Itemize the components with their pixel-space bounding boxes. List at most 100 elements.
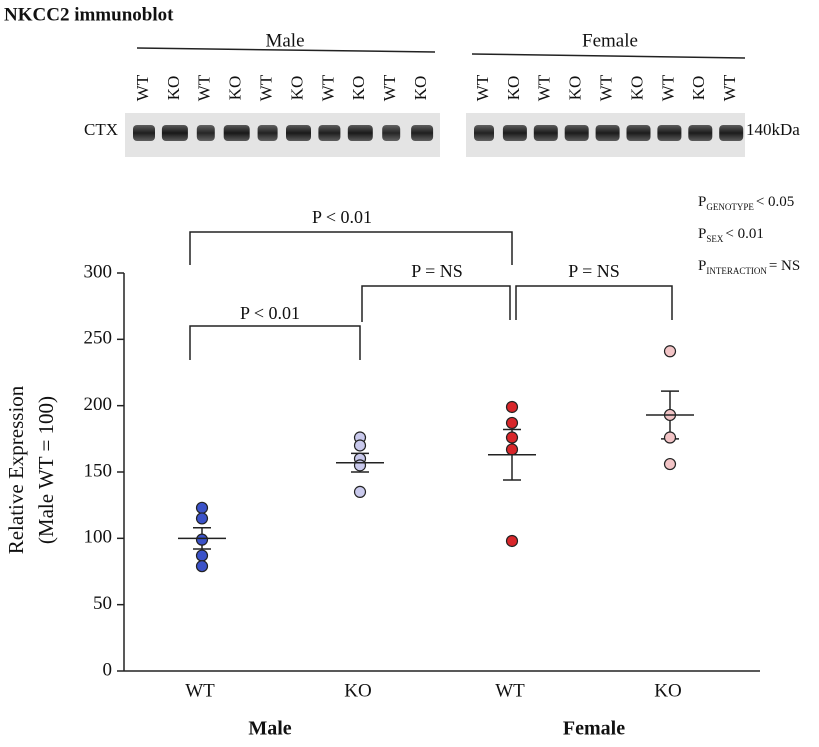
y-axis-label: (Male WT = 100) (34, 396, 58, 544)
lane-label: KO (164, 76, 183, 101)
y-tick-label: 100 (84, 527, 113, 548)
data-point (505, 534, 519, 548)
significance-bracket (189, 325, 361, 360)
blot-band (688, 125, 713, 141)
data-point (195, 512, 209, 525)
lane-label: WT (473, 74, 492, 101)
blot-strip (125, 113, 745, 157)
stat-sub: INTERACTION (706, 266, 767, 276)
group-label: Male (265, 30, 304, 51)
significance-bracket (361, 285, 511, 322)
data-point (353, 459, 367, 472)
blot-band (595, 125, 620, 141)
lane-label: WT (720, 74, 739, 101)
significance-label: P = NS (568, 261, 620, 281)
blot-band (564, 125, 589, 141)
blot-band (719, 125, 744, 141)
stat-p: P (698, 258, 706, 274)
blot-band (286, 125, 311, 141)
lane-label: KO (226, 76, 245, 101)
x-tick-label: KO (344, 680, 371, 701)
lane-label: WT (658, 74, 677, 101)
data-point (505, 443, 519, 456)
blot-band (474, 125, 494, 141)
lane-label: WT (133, 74, 152, 101)
lane-label: KO (566, 76, 585, 101)
stat-rest: = NS (769, 258, 800, 274)
blot-band (382, 125, 401, 141)
lane-label: WT (318, 74, 337, 101)
lane-label: KO (349, 76, 368, 101)
y-tick-label: 200 (84, 394, 113, 415)
blot-band (502, 125, 527, 141)
blot-band (411, 125, 434, 141)
y-tick-label: 300 (84, 261, 113, 282)
data-point (195, 533, 209, 546)
stat-sub: GENOTYPE (706, 202, 754, 212)
data-point (195, 501, 209, 514)
lane-label: WT (380, 74, 399, 101)
data-point (505, 400, 519, 414)
group-label: Female (582, 30, 638, 51)
group-line (471, 53, 746, 59)
stat-rest: < 0.01 (725, 226, 763, 242)
y-tick-label: 150 (84, 460, 113, 481)
blot-band (533, 125, 558, 141)
data-point (353, 439, 367, 452)
lane-label: WT (535, 74, 554, 101)
data-point (353, 485, 367, 498)
blot-band (657, 125, 682, 141)
group-label: Male (248, 718, 291, 740)
data-point (505, 431, 519, 444)
significance-label: P = NS (411, 261, 463, 281)
blot-band (318, 125, 341, 141)
significance-label: P < 0.01 (240, 303, 300, 323)
data-point (505, 416, 519, 430)
group-line (136, 47, 436, 53)
y-tick-label: 250 (84, 328, 113, 349)
stat-rest: < 0.05 (756, 194, 794, 210)
stat-text: PSEX < 0.01 (698, 226, 764, 244)
blot-title: NKCC2 immunoblot (4, 4, 174, 25)
x-tick-label: WT (185, 680, 215, 701)
lane-label: KO (689, 76, 708, 101)
stat-text: PGENOTYPE < 0.05 (698, 194, 794, 212)
stat-p: P (698, 194, 706, 210)
y-tick-label: 50 (93, 593, 112, 614)
blot-gap (440, 113, 466, 157)
blot-band (626, 125, 651, 141)
lane-label: KO (287, 76, 306, 101)
size-label: 140kDa (746, 120, 800, 139)
significance-bracket (515, 285, 673, 320)
blot-band (196, 125, 215, 141)
significance-label: P < 0.01 (312, 207, 372, 227)
x-tick-label: WT (495, 680, 525, 701)
data-point (663, 431, 677, 444)
lane-label: KO (411, 76, 430, 101)
blot-band (347, 125, 373, 141)
blot-band (161, 125, 188, 141)
row-label: CTX (84, 120, 118, 139)
blot-band (223, 125, 250, 141)
lane-label: WT (597, 74, 616, 101)
stat-text: PINTERACTION = NS (698, 258, 800, 276)
data-point (195, 560, 209, 573)
stat-sub: SEX (706, 234, 724, 244)
lane-label: WT (195, 74, 214, 101)
data-point (663, 345, 677, 358)
data-point (195, 549, 209, 562)
y-axis-label: Relative Expression (4, 385, 28, 554)
lane-label: KO (504, 76, 523, 101)
significance-bracket (189, 231, 513, 265)
group-label: Female (563, 718, 625, 740)
x-tick-label: KO (654, 680, 681, 701)
data-point (663, 457, 677, 471)
stat-p: P (698, 226, 706, 242)
y-tick-label: 0 (103, 659, 113, 680)
lane-label: KO (627, 76, 646, 101)
lane-label: WT (257, 74, 276, 101)
blot-band (133, 125, 155, 141)
blot-band (257, 125, 278, 141)
